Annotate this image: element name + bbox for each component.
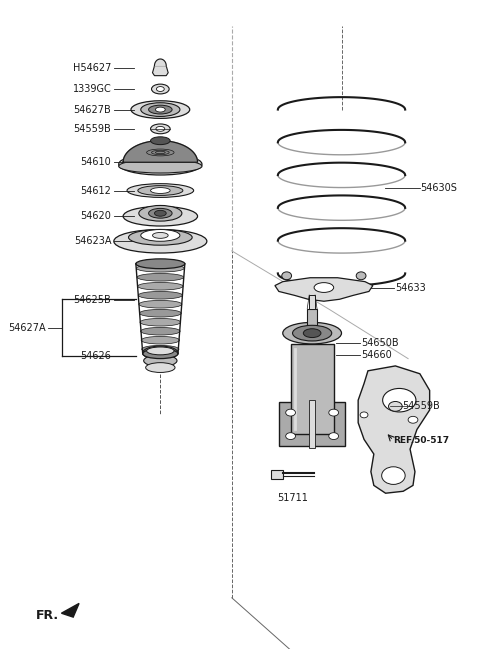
Ellipse shape xyxy=(138,186,183,195)
Ellipse shape xyxy=(144,355,177,367)
Text: 1339GC: 1339GC xyxy=(72,84,111,94)
Bar xyxy=(271,470,283,480)
Ellipse shape xyxy=(141,337,180,344)
Ellipse shape xyxy=(151,124,170,134)
Ellipse shape xyxy=(119,154,202,175)
Ellipse shape xyxy=(114,230,207,253)
Ellipse shape xyxy=(143,349,178,359)
Ellipse shape xyxy=(138,291,182,299)
Bar xyxy=(309,295,315,309)
Text: FR.: FR. xyxy=(36,609,59,622)
Text: 54559B: 54559B xyxy=(73,124,111,134)
Text: 54610: 54610 xyxy=(81,157,111,167)
Ellipse shape xyxy=(292,325,332,341)
Ellipse shape xyxy=(137,274,184,281)
Text: H54627: H54627 xyxy=(73,63,111,73)
Text: 54612: 54612 xyxy=(81,186,111,195)
Ellipse shape xyxy=(360,412,368,418)
Ellipse shape xyxy=(283,322,341,344)
Ellipse shape xyxy=(136,264,184,272)
Text: 54559B: 54559B xyxy=(402,401,440,411)
Ellipse shape xyxy=(156,87,164,91)
Ellipse shape xyxy=(149,209,172,218)
Ellipse shape xyxy=(156,107,165,112)
Ellipse shape xyxy=(141,103,180,116)
Text: 54626: 54626 xyxy=(81,350,111,361)
Ellipse shape xyxy=(136,259,185,269)
Text: 54627B: 54627B xyxy=(73,104,111,115)
Ellipse shape xyxy=(142,345,179,353)
Text: 54623A: 54623A xyxy=(74,236,111,246)
Ellipse shape xyxy=(119,159,202,173)
Polygon shape xyxy=(275,277,373,301)
Text: 54630S: 54630S xyxy=(420,183,457,193)
Polygon shape xyxy=(155,59,166,66)
Text: 54620: 54620 xyxy=(81,211,111,221)
Ellipse shape xyxy=(139,300,182,308)
Ellipse shape xyxy=(145,363,175,373)
Bar xyxy=(309,400,315,448)
Text: 54625B: 54625B xyxy=(73,295,111,306)
Bar xyxy=(307,309,317,329)
Ellipse shape xyxy=(382,467,405,484)
Ellipse shape xyxy=(151,188,170,194)
Ellipse shape xyxy=(139,310,181,317)
Ellipse shape xyxy=(156,127,165,131)
Ellipse shape xyxy=(143,346,178,359)
Ellipse shape xyxy=(146,347,174,355)
Text: 54627A: 54627A xyxy=(8,323,46,333)
Bar xyxy=(279,402,346,446)
Text: 54650B: 54650B xyxy=(361,338,399,348)
Ellipse shape xyxy=(383,388,416,412)
Ellipse shape xyxy=(155,211,166,216)
Ellipse shape xyxy=(408,417,418,423)
Polygon shape xyxy=(61,604,79,617)
Ellipse shape xyxy=(140,318,180,326)
Ellipse shape xyxy=(141,230,180,241)
Ellipse shape xyxy=(153,232,168,238)
Ellipse shape xyxy=(151,137,170,144)
Ellipse shape xyxy=(314,283,334,293)
Polygon shape xyxy=(358,366,430,493)
Ellipse shape xyxy=(139,205,182,221)
Ellipse shape xyxy=(149,105,172,114)
Text: REF.50-517: REF.50-517 xyxy=(394,436,450,445)
Ellipse shape xyxy=(129,230,192,245)
Text: 54633: 54633 xyxy=(396,283,426,293)
Ellipse shape xyxy=(123,207,198,226)
Text: 51711: 51711 xyxy=(277,493,308,503)
Ellipse shape xyxy=(356,272,366,279)
Text: 54660: 54660 xyxy=(361,350,392,360)
Ellipse shape xyxy=(286,409,296,416)
Ellipse shape xyxy=(286,433,296,440)
Ellipse shape xyxy=(138,283,183,290)
Ellipse shape xyxy=(141,327,180,335)
Ellipse shape xyxy=(388,401,402,411)
Ellipse shape xyxy=(152,84,169,94)
Bar xyxy=(290,344,334,434)
Ellipse shape xyxy=(131,101,190,118)
Ellipse shape xyxy=(329,409,338,416)
Ellipse shape xyxy=(282,272,291,279)
Polygon shape xyxy=(153,66,168,75)
Ellipse shape xyxy=(329,433,338,440)
Ellipse shape xyxy=(303,329,321,338)
Ellipse shape xyxy=(127,184,193,197)
Polygon shape xyxy=(123,141,198,162)
